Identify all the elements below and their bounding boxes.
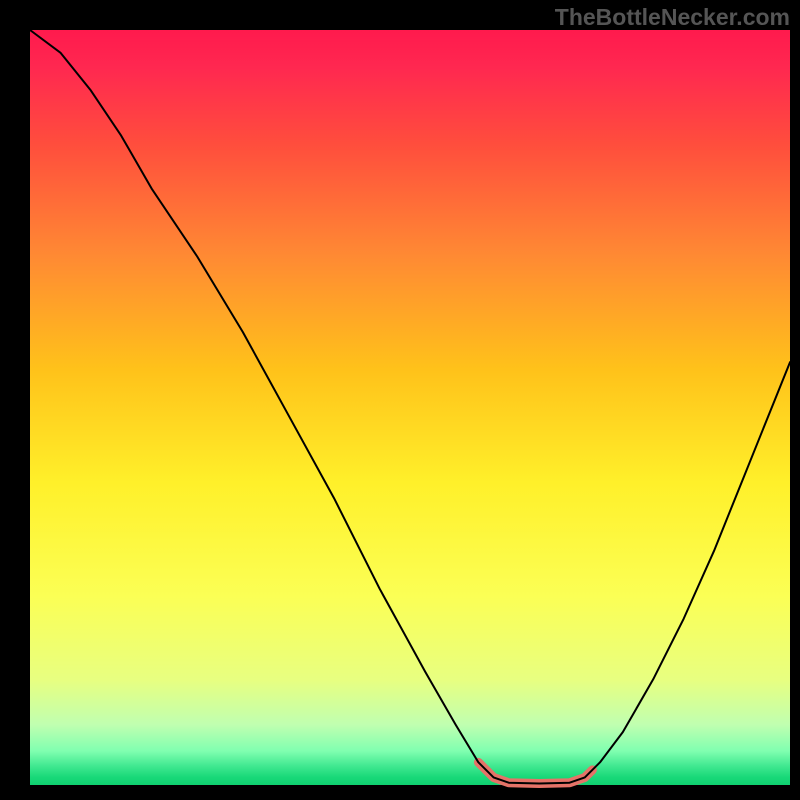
chart-svg — [0, 0, 800, 800]
bottleneck-chart: TheBottleNecker.com — [0, 0, 800, 800]
